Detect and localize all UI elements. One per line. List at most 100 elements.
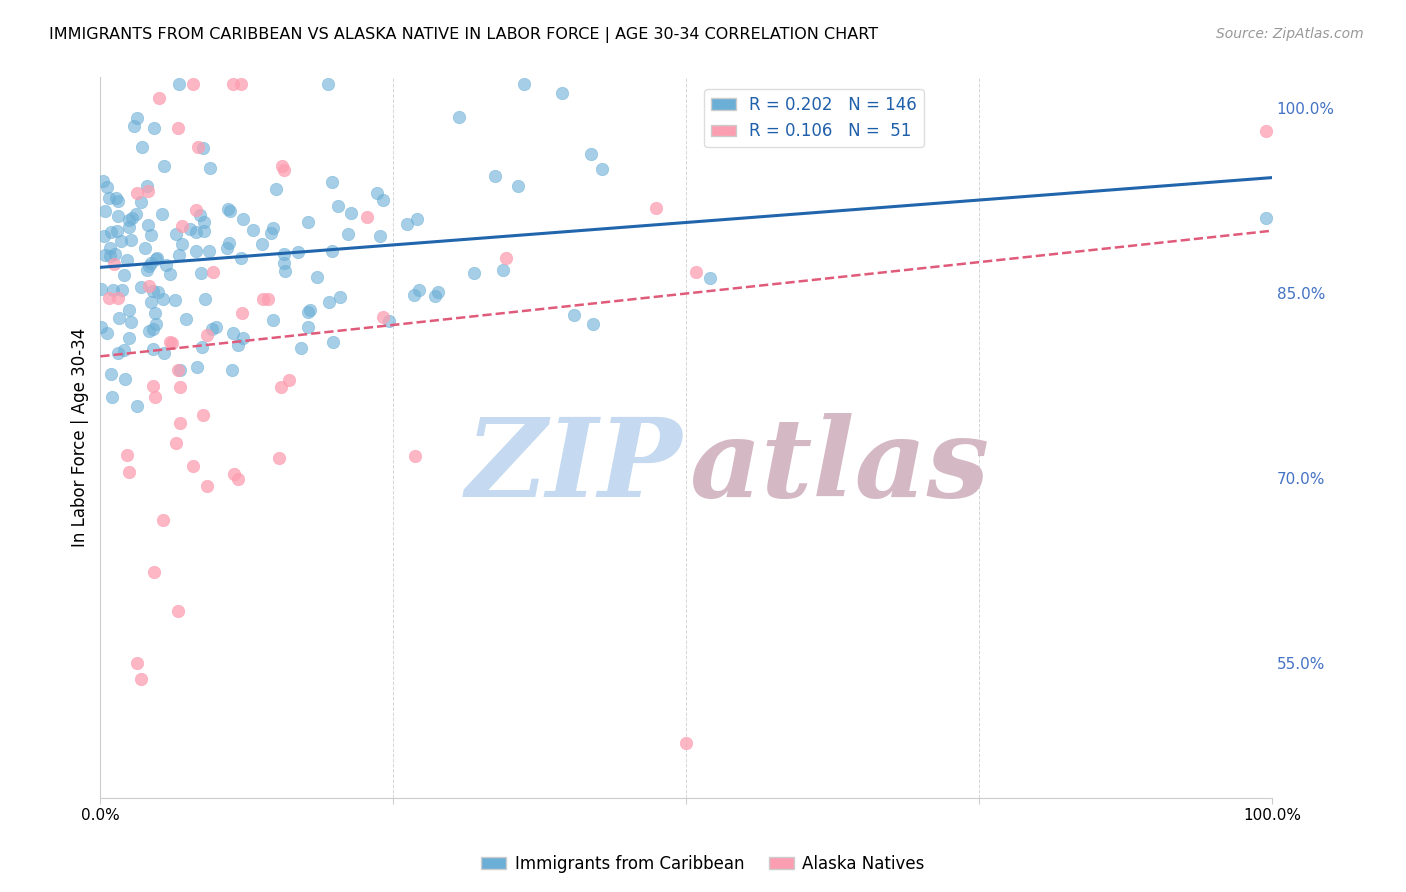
Text: ZIP: ZIP: [465, 413, 682, 520]
Point: [103, 257, 125, 271]
Legend: Immigrants from Caribbean, Alaska Natives: Immigrants from Caribbean, Alaska Native…: [475, 848, 931, 880]
Point: [169, 363, 191, 377]
Point: [273, 162, 295, 177]
Point: [142, 321, 165, 335]
Point: [115, 252, 138, 267]
Point: [274, 264, 297, 278]
Point: [297, 305, 319, 319]
Point: [484, 169, 506, 183]
Point: [148, 285, 170, 299]
Point: [229, 77, 252, 91]
Point: [129, 672, 152, 686]
Point: [153, 159, 176, 173]
Point: [644, 201, 666, 215]
Point: [181, 459, 204, 474]
Point: [181, 77, 204, 91]
Point: [165, 435, 187, 450]
Point: [100, 225, 122, 239]
Point: [222, 467, 245, 481]
Point: [143, 306, 166, 320]
Point: [231, 306, 253, 320]
Point: [131, 140, 153, 154]
Point: [112, 343, 135, 357]
Point: [581, 147, 603, 161]
Point: [138, 324, 160, 338]
Point: [100, 391, 122, 405]
Point: [118, 465, 141, 479]
Point: [122, 120, 145, 134]
Point: [329, 290, 352, 304]
Point: [114, 372, 136, 386]
Point: [138, 259, 160, 273]
Point: [591, 162, 613, 177]
Point: [117, 331, 139, 345]
Point: [252, 292, 274, 306]
Point: [337, 227, 360, 242]
Point: [129, 279, 152, 293]
Point: [426, 285, 449, 299]
Point: [371, 193, 394, 207]
Point: [195, 479, 218, 493]
Point: [143, 120, 166, 135]
Point: [169, 380, 191, 394]
Point: [1254, 124, 1277, 138]
Point: [138, 218, 160, 232]
Point: [111, 283, 134, 297]
Point: [98, 250, 121, 264]
Legend: R = 0.202   N = 146, R = 0.106   N =  51: R = 0.202 N = 146, R = 0.106 N = 51: [704, 89, 924, 147]
Point: [100, 367, 122, 381]
Point: [153, 345, 176, 359]
Point: [193, 224, 215, 238]
Point: [215, 241, 238, 255]
Point: [273, 247, 295, 261]
Point: [121, 233, 143, 247]
Point: [142, 284, 165, 298]
Point: [124, 207, 146, 221]
Point: [406, 212, 429, 227]
Point: [226, 338, 249, 352]
Point: [98, 241, 121, 255]
Point: [118, 302, 141, 317]
Point: [221, 362, 243, 376]
Point: [138, 279, 160, 293]
Point: [107, 209, 129, 223]
Point: [699, 270, 721, 285]
Text: IMMIGRANTS FROM CARIBBEAN VS ALASKA NATIVE IN LABOR FORCE | AGE 30-34 CORRELATIO: IMMIGRANTS FROM CARIBBEAN VS ALASKA NATI…: [49, 27, 879, 43]
Text: atlas: atlas: [689, 413, 990, 520]
Point: [257, 292, 280, 306]
Point: [167, 77, 190, 91]
Point: [155, 258, 177, 272]
Point: [167, 248, 190, 262]
Point: [198, 244, 221, 258]
Point: [107, 345, 129, 359]
Point: [290, 341, 312, 355]
Point: [142, 342, 165, 356]
Point: [264, 182, 287, 196]
Point: [242, 222, 264, 236]
Point: [366, 186, 388, 201]
Point: [205, 319, 228, 334]
Point: [262, 220, 284, 235]
Point: [105, 224, 128, 238]
Point: [447, 110, 470, 124]
Point: [188, 208, 211, 222]
Point: [368, 228, 391, 243]
Point: [218, 236, 240, 251]
Point: [98, 291, 121, 305]
Point: [200, 161, 222, 176]
Point: [167, 120, 190, 135]
Point: [135, 262, 157, 277]
Point: [110, 234, 132, 248]
Point: [143, 390, 166, 404]
Point: [117, 448, 139, 462]
Point: [222, 77, 245, 91]
Point: [685, 265, 707, 279]
Point: [90, 320, 112, 334]
Point: [125, 656, 148, 670]
Point: [402, 288, 425, 302]
Point: [179, 222, 201, 236]
Point: [170, 219, 193, 233]
Point: [174, 312, 197, 326]
Point: [194, 292, 217, 306]
Point: [145, 317, 167, 331]
